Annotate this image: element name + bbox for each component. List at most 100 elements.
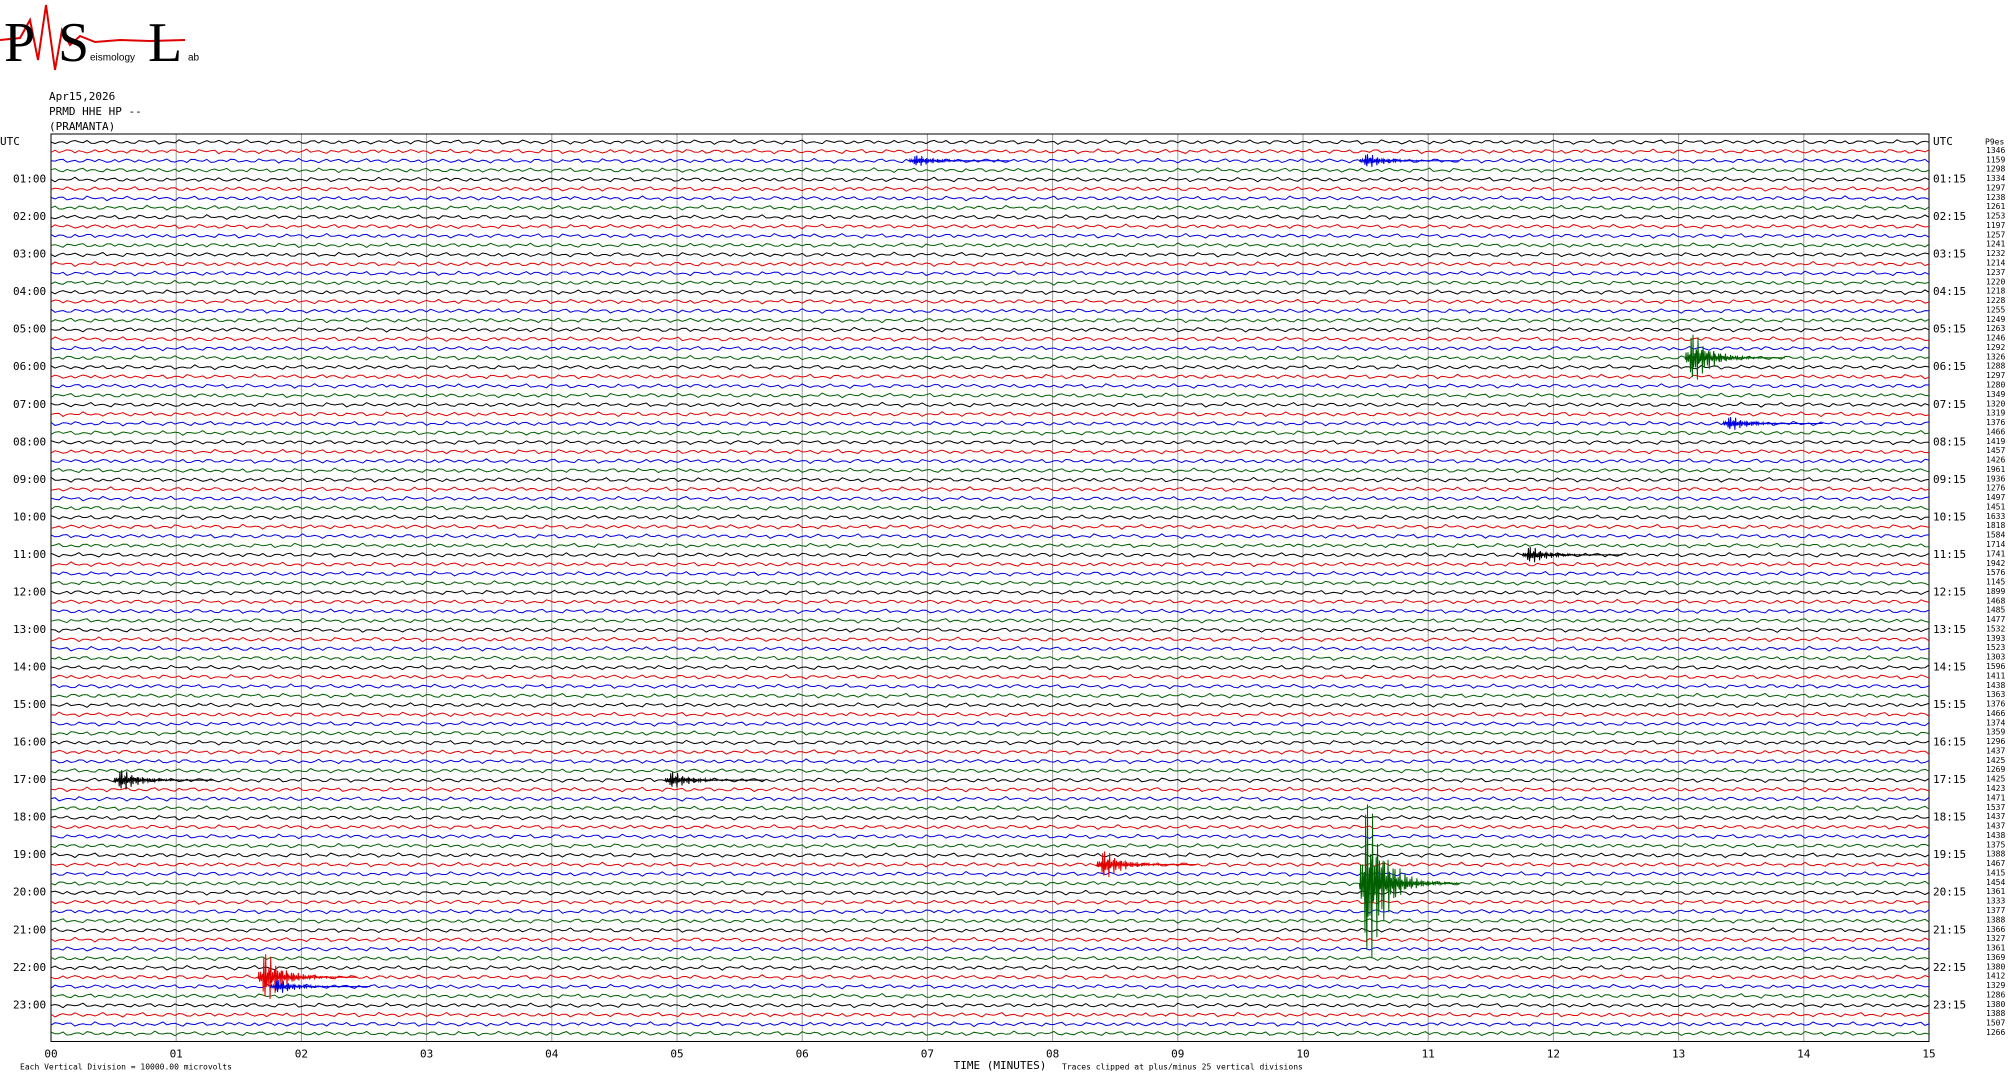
trace: [50, 608, 1930, 615]
left-hour-label: 01:00: [13, 173, 46, 186]
trace: [50, 908, 1930, 915]
trace-scale: 1419: [1986, 437, 2005, 446]
trace-scale: 1276: [1986, 484, 2005, 493]
trace: [50, 795, 1930, 802]
left-hour-label: 13:00: [13, 623, 46, 636]
trace-scale: 1359: [1986, 728, 2005, 737]
trace: [50, 326, 1930, 333]
trace-scale: 1237: [1986, 268, 2005, 277]
right-hour-label: 05:15: [1933, 323, 1966, 336]
trace-scale: 1366: [1986, 925, 2005, 934]
trace: [50, 242, 1930, 249]
trace: [50, 739, 1930, 746]
x-tick-label: 04: [545, 1047, 559, 1060]
left-hour-label: 05:00: [13, 323, 46, 336]
trace-scale: 1303: [1986, 653, 2005, 662]
trace-scale: 1437: [1986, 822, 2005, 831]
event: [664, 772, 765, 788]
right-hour-label: 08:15: [1933, 435, 1966, 448]
right-hour-label: 20:15: [1933, 886, 1966, 899]
trace: [50, 955, 1930, 962]
trace-scale: 1388: [1986, 1009, 2005, 1018]
event: [1095, 851, 1197, 878]
right-hour-label: 02:15: [1933, 210, 1966, 223]
trace-scale: 1818: [1986, 521, 2005, 530]
event: [1359, 154, 1460, 168]
trace: [51, 758, 1930, 765]
event: [1358, 804, 1460, 959]
trace-scale: 1333: [1986, 897, 2005, 906]
x-tick-label: 14: [1797, 1047, 1811, 1060]
event: [269, 979, 371, 993]
trace-scale: 1437: [1986, 746, 2005, 755]
x-tick-label: 15: [1922, 1047, 1935, 1060]
trace: [50, 720, 1930, 727]
trace-scale: 1471: [1986, 793, 2005, 802]
trace-scale: 1425: [1986, 775, 2005, 784]
trace-scale: 1477: [1986, 615, 2005, 624]
trace: [50, 533, 1930, 539]
right-hour-label: 19:15: [1933, 848, 1966, 861]
trace-scale: 1320: [1986, 399, 2005, 408]
left-hour-label: 19:00: [13, 848, 46, 861]
trace: [50, 552, 1930, 558]
trace-scale: 1425: [1986, 756, 2005, 765]
trace-scale: 1286: [1986, 990, 2005, 999]
trace-scale: 1388: [1986, 915, 2005, 924]
trace-scale: 1438: [1986, 681, 2005, 690]
right-hour-label: 07:15: [1933, 398, 1966, 411]
scale-header: P9es: [1985, 138, 2004, 147]
trace-scale: 1497: [1986, 493, 2005, 502]
trace: [50, 1011, 1930, 1018]
trace: [50, 580, 1930, 586]
trace-scale: 1220: [1986, 277, 2005, 286]
right-hour-label: 23:15: [1933, 998, 1966, 1011]
trace: [50, 260, 1930, 268]
x-tick-label: 02: [295, 1047, 308, 1060]
trace: [50, 636, 1930, 643]
x-tick-label: 10: [1296, 1047, 1309, 1060]
trace-scale: 1349: [1986, 390, 2005, 399]
event: [1684, 334, 1786, 380]
trace: [50, 598, 1930, 605]
trace: [50, 176, 1930, 183]
trace-scale: 1145: [1986, 578, 2005, 587]
left-hour-label: 04:00: [13, 285, 46, 298]
right-hour-label: 11:15: [1933, 548, 1966, 561]
trace: [50, 430, 1930, 436]
trace-scale: 1466: [1986, 427, 2005, 436]
footer-right: Traces clipped at plus/minus 25 vertical…: [1062, 1063, 1303, 1072]
trace-scale: 1228: [1986, 296, 2005, 305]
trace: [50, 889, 1930, 896]
trace-scale: 1214: [1986, 258, 2005, 267]
logo-letter: S: [58, 12, 89, 74]
logo: P S L eismology ab: [0, 4, 200, 74]
trace-scale: 1412: [1986, 972, 2005, 981]
trace-scale: 1467: [1986, 859, 2005, 868]
trace-scale: 1329: [1986, 981, 2005, 990]
trace: [50, 495, 1930, 502]
trace: [50, 401, 1930, 408]
trace: [50, 439, 1929, 446]
trace: [50, 195, 1930, 202]
trace: [50, 702, 1930, 708]
trace-scale: 1363: [1986, 690, 2005, 699]
left-hour-label: 10:00: [13, 510, 46, 523]
x-tick-label: 13: [1672, 1047, 1685, 1060]
trace-scale: 1584: [1986, 531, 2005, 540]
trace-scale: 1238: [1986, 193, 2005, 202]
left-hour-label: 22:00: [13, 961, 46, 974]
trace: [50, 861, 1930, 868]
x-tick-label: 07: [921, 1047, 934, 1060]
left-hour-label: UTC: [0, 135, 20, 148]
trace-scale: 1297: [1986, 183, 2005, 192]
trace: [50, 570, 1930, 577]
trace: [50, 523, 1930, 530]
trace-scale: 1457: [1986, 446, 2005, 455]
left-hour-label: 11:00: [13, 548, 46, 561]
trace-scale: 1374: [1986, 718, 2005, 727]
trace: [50, 777, 1930, 784]
trace: [50, 589, 1930, 596]
logo-word: eismology: [90, 53, 135, 64]
site: (PRAMANTA): [49, 120, 115, 133]
